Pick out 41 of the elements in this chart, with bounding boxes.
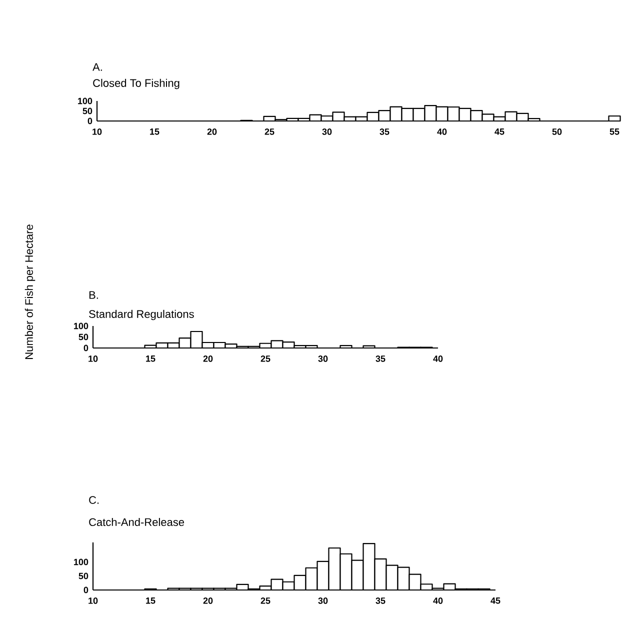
- x-tick-label: 35: [376, 598, 386, 604]
- x-tick-label: 35: [380, 128, 390, 135]
- x-tick-label: 45: [494, 128, 504, 135]
- x-tick-label: 55: [610, 128, 620, 135]
- x-tick-label: 25: [260, 356, 270, 362]
- x-tick-label: 25: [260, 598, 270, 604]
- x-tick-label: 10: [92, 128, 102, 135]
- y-tick-label: 50: [78, 572, 88, 580]
- y-tick-label: 50: [78, 334, 88, 340]
- x-tick-label: 10: [88, 598, 98, 604]
- y-tick-label: 100: [74, 558, 88, 566]
- x-tick-label: 15: [146, 598, 156, 604]
- chart-subtitle: Catch-And-Release: [89, 518, 184, 526]
- chart-title: C.: [89, 496, 99, 504]
- chart-title: A.: [92, 63, 102, 71]
- x-tick-label: 40: [433, 356, 443, 362]
- y-tick-label: 100: [78, 98, 92, 104]
- x-tick-label: 35: [376, 356, 386, 362]
- x-tick-label: 50: [552, 128, 562, 135]
- x-tick-label: 10: [88, 356, 98, 362]
- chart-subtitle: Standard Regulations: [89, 310, 194, 320]
- x-tick-label: 20: [207, 128, 217, 135]
- y-tick-label: 0: [84, 344, 88, 352]
- x-tick-label: 30: [318, 356, 328, 362]
- x-tick-label: 45: [490, 598, 500, 604]
- x-tick-label: 40: [433, 598, 443, 604]
- chart-subtitle: Closed To Fishing: [93, 78, 180, 90]
- x-tick-label: 40: [437, 128, 447, 135]
- x-tick-label: 15: [150, 128, 160, 135]
- y-tick-label: 50: [82, 108, 92, 114]
- x-tick-label: 15: [146, 356, 156, 362]
- y-axis-title: Number of Fish per Hectare: [24, 224, 36, 359]
- x-tick-label: 25: [264, 128, 274, 135]
- y-tick-label: 0: [84, 586, 88, 594]
- y-tick-label: 0: [88, 118, 92, 124]
- x-tick-label: 20: [203, 356, 213, 362]
- x-tick-label: 30: [322, 128, 332, 135]
- x-tick-label: 20: [203, 598, 213, 604]
- x-tick-label: 30: [318, 598, 328, 604]
- y-tick-label: 100: [74, 322, 88, 330]
- chart-title: B.: [89, 291, 98, 299]
